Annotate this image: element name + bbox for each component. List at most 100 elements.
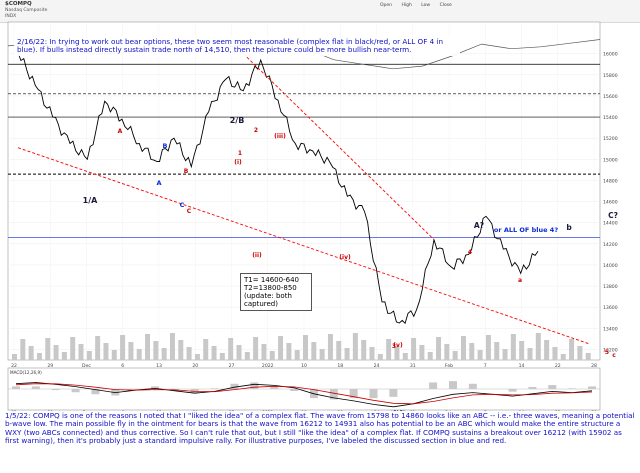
target-line: T2=13800-850 bbox=[244, 284, 297, 292]
bottom-annotation: 1/5/22: COMPQ is one of the reasons I no… bbox=[3, 411, 639, 447]
macd-histogram-bar bbox=[290, 389, 299, 391]
volume-bar bbox=[111, 350, 117, 360]
macd-histogram-bar bbox=[389, 389, 398, 397]
x-tick-label: Dec bbox=[82, 363, 91, 369]
target-box: T1= 14600-640 T2=13800-850 (update: both… bbox=[240, 273, 312, 311]
x-tick-label: 28 bbox=[591, 363, 597, 369]
volume-bar bbox=[203, 339, 209, 360]
volume-bar bbox=[527, 348, 533, 360]
volume-bar bbox=[427, 352, 433, 360]
volume-bar bbox=[361, 340, 367, 360]
y-tick-label: 14800 bbox=[603, 178, 618, 184]
volume-bar bbox=[344, 348, 350, 360]
low-label: Low bbox=[421, 3, 431, 8]
volume-bar bbox=[311, 342, 317, 360]
wave-label-red: B bbox=[184, 168, 189, 175]
x-tick-label: Feb bbox=[445, 363, 453, 369]
volume-bar bbox=[303, 335, 308, 360]
volume-bar bbox=[278, 336, 284, 360]
wave-label-black: 2/B bbox=[230, 116, 245, 125]
volume-bar bbox=[45, 338, 51, 360]
wave-label-red: a bbox=[518, 277, 522, 284]
ohlc-readout: Open High Low Close bbox=[380, 3, 460, 8]
macd-histogram-bar bbox=[349, 389, 358, 399]
macd-histogram-bar bbox=[91, 389, 100, 395]
price-line bbox=[17, 52, 539, 325]
wave-label-black: 1/A bbox=[83, 196, 98, 205]
macd-histogram-bar bbox=[51, 389, 60, 391]
volume-bar bbox=[502, 349, 508, 360]
x-tick-label: 24 bbox=[374, 363, 380, 369]
x-tick-label: 22 bbox=[555, 363, 561, 369]
volume-bar bbox=[286, 343, 292, 360]
volume-bar bbox=[510, 334, 516, 360]
macd-histogram-bar bbox=[71, 389, 80, 393]
channel-line bbox=[17, 147, 591, 345]
wave-label-red: (iii) bbox=[274, 133, 286, 140]
index-name: Nasdaq Composite bbox=[5, 8, 48, 13]
macd-histogram-bar bbox=[528, 387, 537, 389]
x-tick-label: 6 bbox=[121, 363, 124, 369]
volume-bar bbox=[535, 333, 541, 360]
volume-bar bbox=[161, 348, 167, 360]
volume-bar bbox=[294, 350, 300, 360]
volume-bar bbox=[78, 344, 84, 360]
macd-histogram-bar bbox=[230, 383, 239, 389]
wave-label-blue: A bbox=[156, 179, 161, 187]
macd-histogram-bar bbox=[12, 386, 20, 389]
wave-label-red: 3 bbox=[392, 343, 396, 350]
wave-label-red: c bbox=[612, 352, 616, 359]
y-tick-label: 13800 bbox=[603, 284, 618, 290]
wave-label-blue: C bbox=[180, 201, 185, 209]
target-line: T1= 14600-640 bbox=[244, 276, 299, 284]
volume-bar bbox=[585, 353, 591, 360]
volume-bar bbox=[194, 354, 200, 360]
volume-bar bbox=[153, 341, 159, 360]
volume-bar bbox=[460, 336, 466, 360]
macd-histogram-bar bbox=[468, 383, 477, 389]
volume-bar bbox=[327, 334, 333, 360]
x-tick-label: 20 bbox=[192, 363, 198, 369]
volume-bar bbox=[394, 346, 400, 360]
volume-bar bbox=[28, 346, 34, 360]
y-tick-label: 15600 bbox=[603, 94, 618, 100]
volume-bar bbox=[336, 341, 342, 360]
volume-bar bbox=[70, 337, 76, 360]
wave-label-red: 2 bbox=[254, 127, 258, 134]
volume-bar bbox=[169, 333, 175, 360]
wave-label-red: (v) bbox=[393, 342, 403, 349]
target-line: (update: both bbox=[244, 292, 292, 300]
y-tick-label: 16000 bbox=[603, 52, 618, 58]
volume-bar bbox=[319, 349, 325, 360]
macd-histogram-bar bbox=[508, 389, 517, 392]
volume-bar bbox=[444, 344, 450, 360]
volume-bar bbox=[95, 336, 101, 360]
wave-label-red: C bbox=[187, 208, 192, 215]
channel-line bbox=[243, 53, 435, 240]
volume-bar bbox=[211, 346, 217, 360]
volume-bar bbox=[244, 352, 250, 360]
volume-bar bbox=[120, 335, 126, 360]
volume-bar bbox=[261, 344, 267, 360]
volume-bar bbox=[494, 342, 500, 360]
volume-bar bbox=[577, 346, 583, 360]
macd-histogram-bar bbox=[151, 386, 160, 389]
volume-bar bbox=[219, 353, 225, 360]
volume-bar bbox=[136, 349, 142, 360]
x-tick-label: 31 bbox=[410, 363, 416, 369]
volume-bar bbox=[552, 347, 558, 360]
wave-label-red: 1 bbox=[238, 150, 242, 157]
y-tick-label: 15000 bbox=[603, 157, 618, 163]
macd-series-line bbox=[15, 383, 593, 405]
macd-histogram-bar bbox=[250, 382, 259, 389]
symbol-label: $COMPQ bbox=[5, 1, 32, 7]
volume-bar bbox=[12, 354, 17, 360]
volume-bar bbox=[186, 347, 192, 360]
volume-bar bbox=[253, 337, 259, 360]
wave-label-red: 5 bbox=[605, 349, 609, 356]
y-tick-label: 13200 bbox=[603, 347, 618, 353]
volume-bar bbox=[436, 337, 442, 360]
y-tick-label: 15400 bbox=[603, 115, 618, 121]
